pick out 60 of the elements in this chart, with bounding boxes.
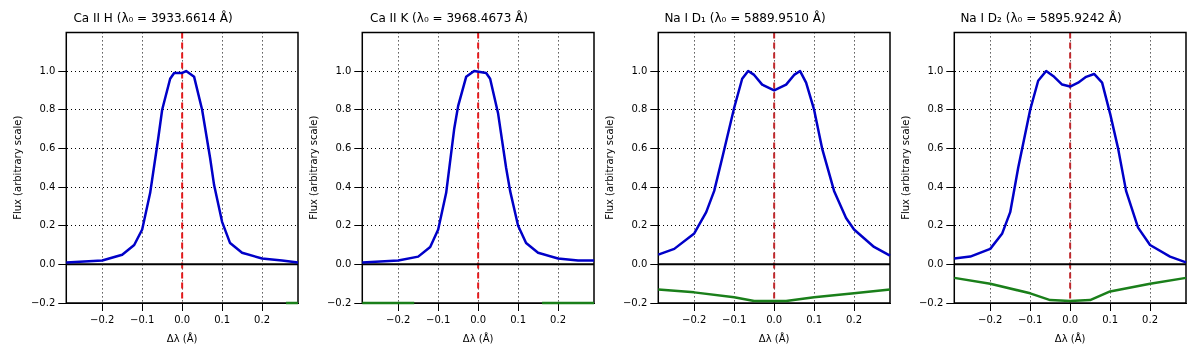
y-tick-label: 1.0 [927,64,944,76]
x-tick-label: −0.1 [426,313,451,325]
x-tick-label: 0.2 [550,313,566,325]
y-tick-label: 1.0 [39,64,56,76]
y-tick-label: 0.2 [631,219,648,231]
x-axis-title: Δλ (Å) [462,331,494,344]
y-tick-label: 0.6 [39,141,56,153]
x-tick-label: −0.1 [130,313,155,325]
x-tick-label: 0.2 [1142,313,1158,325]
y-tick-label: 1.0 [335,64,352,76]
y-tick-label: 0.0 [927,257,944,269]
y-tick-label: 0.8 [39,103,56,115]
y-tick-label: 0.4 [927,180,944,192]
chart-title: Ca II H (λ₀ = 3933.6614 Å) [73,10,233,26]
y-tick-label: 0.2 [335,219,352,231]
x-tick-label: 0.0 [174,313,191,325]
y-tick-label: −0.2 [918,296,944,308]
x-tick-label: −0.2 [978,313,1003,325]
y-tick-label: 0.8 [927,103,944,115]
x-tick-label: 0.1 [806,313,823,325]
x-tick-label: 0.1 [510,313,527,325]
y-tick-label: −0.2 [30,296,56,308]
y-tick-label: 0.8 [335,103,352,115]
x-tick-label: −0.2 [682,313,707,325]
y-axis-title: Flux (arbitrary scale) [899,115,911,220]
x-axis-title: Δλ (Å) [166,331,198,344]
y-tick-label: 0.8 [631,103,648,115]
x-tick-label: 0.2 [846,313,862,325]
y-tick-label: 0.2 [927,219,944,231]
y-tick-label: 0.0 [335,257,352,269]
y-axis-title: Flux (arbitrary scale) [307,115,319,220]
x-tick-label: 0.2 [254,313,270,325]
x-axis-title: Δλ (Å) [1054,331,1086,344]
x-axis-title: Δλ (Å) [758,331,790,344]
y-tick-label: 0.6 [335,141,352,153]
x-tick-label: −0.1 [1018,313,1043,325]
x-tick-label: 0.1 [1102,313,1119,325]
y-axis-title: Flux (arbitrary scale) [603,115,615,220]
y-tick-label: −0.2 [326,296,352,308]
y-tick-label: 0.0 [631,257,648,269]
x-tick-label: 0.1 [214,313,231,325]
y-tick-label: 1.0 [631,64,648,76]
x-tick-label: −0.1 [722,313,747,325]
x-tick-label: 0.0 [766,313,783,325]
chart-title: Na I D₂ (λ₀ = 5895.9242 Å) [960,10,1122,26]
y-tick-label: 0.4 [631,180,648,192]
x-tick-label: 0.0 [470,313,487,325]
y-axis-title: Flux (arbitrary scale) [11,115,23,220]
y-tick-label: 0.2 [39,219,56,231]
x-tick-label: −0.2 [386,313,411,325]
x-tick-label: −0.2 [90,313,115,325]
chart-title: Ca II K (λ₀ = 3968.4673 Å) [370,10,528,26]
chart-title: Na I D₁ (λ₀ = 5889.9510 Å) [664,10,826,26]
y-tick-label: 0.6 [927,141,944,153]
y-tick-label: 0.6 [631,141,648,153]
x-tick-label: 0.0 [1062,313,1079,325]
y-tick-label: 0.4 [335,180,352,192]
y-tick-label: 0.4 [39,180,56,192]
y-tick-label: 0.0 [39,257,56,269]
y-tick-label: −0.2 [622,296,648,308]
